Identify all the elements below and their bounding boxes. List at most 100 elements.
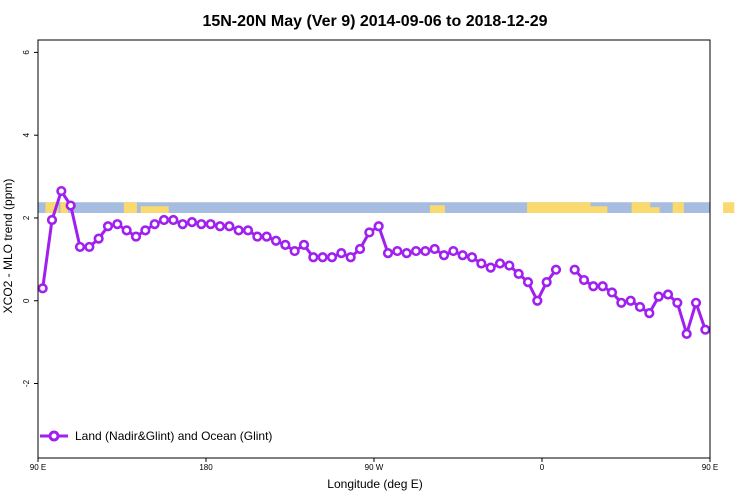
land-fragment — [430, 205, 445, 213]
data-point — [242, 225, 254, 236]
data-point — [186, 216, 198, 228]
y-axis: -2 0 2 4 6 — [22, 50, 38, 387]
data-point — [513, 268, 524, 279]
data-point — [550, 264, 562, 275]
x-tick-label: 180 — [199, 463, 213, 472]
data-point — [196, 219, 207, 230]
legend-marker-swatch — [48, 430, 60, 442]
data-point — [37, 283, 48, 294]
x-axis-label: Longitude (deg E) — [327, 477, 422, 491]
y-tick-label: -2 — [22, 379, 31, 387]
data-point — [588, 281, 599, 292]
data-point — [485, 262, 496, 273]
land-segment — [527, 202, 591, 213]
series-points-layer — [37, 185, 711, 339]
data-point — [532, 295, 543, 306]
data-point — [149, 219, 160, 230]
data-point — [233, 225, 244, 236]
land-fragment — [588, 206, 608, 213]
data-point — [522, 277, 534, 288]
data-point — [662, 289, 674, 300]
land-segment — [672, 202, 684, 213]
data-point — [410, 245, 422, 257]
data-point — [457, 250, 468, 261]
data-point — [261, 231, 272, 242]
data-point — [252, 231, 263, 242]
data-point — [317, 252, 328, 263]
data-point — [429, 243, 440, 255]
data-point — [46, 214, 58, 226]
land-fragment — [140, 206, 169, 213]
data-point — [168, 214, 179, 226]
data-point — [56, 185, 67, 197]
land-segment — [631, 202, 651, 213]
data-point — [102, 221, 114, 232]
data-point — [700, 324, 711, 335]
data-point — [616, 297, 627, 308]
legend: Land (Nadir&Glint) and Ocean (Glint) — [40, 429, 272, 443]
data-point — [177, 219, 188, 230]
y-tick-label: 4 — [22, 132, 31, 137]
data-point — [476, 258, 487, 269]
data-point — [280, 239, 291, 250]
data-point — [504, 260, 515, 271]
data-point — [336, 248, 347, 259]
land-ocean-band — [38, 202, 735, 213]
x-tick-label: 0 — [540, 463, 545, 472]
data-point — [597, 281, 608, 292]
legend-entry-label: Land (Nadir&Glint) and Ocean (Glint) — [75, 429, 272, 443]
data-point — [112, 219, 123, 230]
land-segment — [723, 202, 735, 213]
data-point — [298, 239, 310, 250]
y-tick-label: 0 — [22, 298, 31, 303]
data-point — [578, 274, 590, 286]
data-point — [653, 291, 664, 302]
data-point — [214, 221, 226, 232]
data-point — [308, 252, 319, 263]
data-point — [569, 264, 580, 275]
data-point — [354, 243, 366, 255]
x-axis: 90 E 180 90 W 0 90 E — [30, 458, 718, 472]
plot-frame — [37, 39, 711, 459]
data-point — [205, 219, 216, 230]
y-tick-label: 2 — [22, 215, 31, 220]
data-point — [289, 245, 300, 257]
data-point — [382, 248, 394, 259]
x-tick-label: 90 E — [30, 463, 46, 472]
land-segment — [60, 202, 68, 213]
land-fragment — [648, 207, 660, 213]
data-point — [121, 225, 132, 236]
data-point — [140, 225, 151, 236]
data-point — [84, 241, 95, 253]
data-point — [541, 277, 552, 288]
data-point — [606, 287, 618, 298]
data-point — [690, 297, 702, 308]
data-point — [420, 245, 431, 257]
x-tick-label: 90 E — [702, 463, 718, 472]
y-axis-label: XCO2 - MLO trend (ppm) — [1, 179, 15, 314]
data-point — [401, 248, 412, 259]
x-tick-label: 90 W — [365, 463, 384, 472]
data-point — [634, 301, 646, 313]
land-segment — [45, 202, 59, 213]
series-line — [573, 268, 707, 336]
data-point — [65, 200, 76, 211]
data-point — [130, 231, 142, 242]
data-point — [392, 245, 403, 257]
data-point — [326, 252, 338, 263]
data-point — [74, 241, 86, 253]
data-point — [644, 308, 655, 319]
data-point — [494, 258, 506, 269]
ocean-band — [38, 202, 710, 213]
land-segment — [123, 202, 137, 213]
data-point — [93, 233, 104, 244]
data-point — [158, 214, 170, 226]
y-tick-label: 6 — [22, 50, 31, 55]
data-point — [270, 235, 282, 246]
data-point — [373, 221, 384, 232]
data-point — [448, 245, 459, 257]
data-point — [224, 221, 235, 232]
data-point — [466, 252, 478, 263]
data-point — [364, 227, 375, 238]
